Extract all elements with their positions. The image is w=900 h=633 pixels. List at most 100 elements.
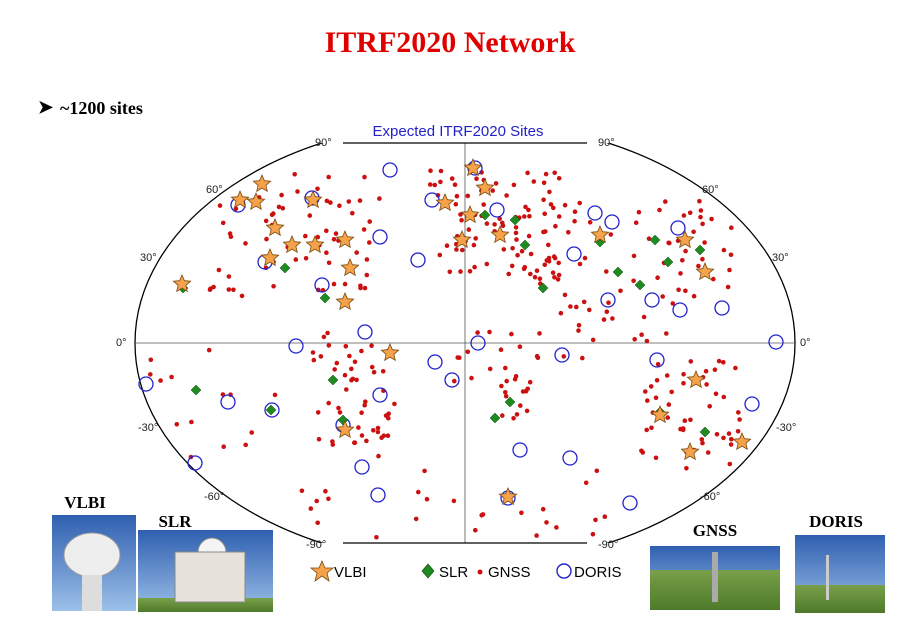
slr-site [279, 262, 291, 274]
gnss-site [375, 429, 381, 435]
latitude-label: -60° [700, 491, 720, 503]
gnss-site [707, 404, 712, 409]
gnss-site [678, 426, 683, 432]
latitude-label: 0° [116, 337, 127, 349]
slr-site [509, 214, 521, 226]
gnss-site [580, 355, 585, 361]
latitude-labels: 90° 60° 30° 0° -30° -60° -90° 90° 60° 30° 0° -30° -6… [116, 137, 811, 551]
gnss-site [664, 373, 670, 378]
gnss-site [518, 403, 523, 408]
gnss-site [272, 392, 278, 398]
gnss-site [364, 272, 370, 278]
gnss-site [221, 444, 226, 450]
doris-site [489, 202, 505, 218]
gnss-site [243, 442, 248, 448]
gnss-site [676, 287, 681, 293]
gnss-site [721, 435, 726, 441]
gnss-site [269, 212, 275, 217]
slr-site [489, 412, 501, 424]
gnss-site [350, 376, 356, 382]
gnss-site [497, 216, 503, 221]
gnss-site [315, 410, 321, 415]
gnss-site [657, 207, 662, 213]
gnss-site [358, 285, 363, 291]
vlbi-site [686, 369, 706, 389]
gnss-site [504, 378, 510, 384]
gnss-site [376, 453, 381, 459]
photo-caption: GNSS [693, 521, 737, 540]
legend-label: VLBI [334, 564, 367, 581]
gnss-site [636, 209, 642, 215]
gnss-site [510, 246, 515, 251]
gnss-site [513, 230, 519, 236]
gnss-site [721, 247, 727, 253]
gnss-site [295, 189, 300, 194]
gnss-site [352, 440, 357, 446]
gnss-site [174, 422, 180, 427]
gnss-site [371, 428, 376, 433]
gnss-site [318, 354, 324, 359]
gnss-site [324, 198, 330, 204]
gnss-site [691, 293, 697, 299]
gnss-site [314, 498, 320, 504]
gnss-site [687, 210, 693, 216]
gnss-site [324, 228, 329, 234]
gnss-site [682, 418, 688, 424]
gnss-site [639, 448, 644, 454]
photo-slr: SLR [138, 512, 273, 612]
doris-site [562, 450, 578, 466]
dome [197, 537, 227, 553]
gnss-site [148, 357, 154, 363]
gnss-site [590, 531, 596, 537]
gnss-site [587, 220, 593, 225]
gnss-site [574, 304, 579, 310]
slr-site [634, 279, 646, 291]
photo-caption: SLR [158, 512, 192, 531]
gnss-site [514, 412, 520, 417]
gnss-site [528, 271, 533, 277]
gnss-site [556, 260, 561, 266]
gnss-site [369, 364, 375, 370]
gnss-site [709, 216, 714, 222]
gnss-site [307, 213, 313, 218]
gnss-site [669, 389, 674, 395]
gnss-site [697, 198, 702, 204]
doris-site [670, 220, 686, 236]
gnss-site [342, 281, 348, 287]
gnss-site [216, 267, 222, 273]
gnss-site [537, 276, 543, 282]
gnss-site [428, 168, 433, 173]
gnss-site [644, 338, 650, 344]
bullet-text: ~1200 sites [60, 98, 143, 118]
gnss-site [534, 268, 540, 274]
vlbi-site [498, 486, 518, 506]
doris-site [566, 246, 582, 262]
gnss-site [432, 182, 438, 188]
gnss-site [465, 193, 471, 199]
gnss-site [688, 359, 694, 364]
gnss-site [551, 254, 557, 259]
gnss-site [369, 343, 374, 349]
gnss-site [601, 317, 607, 322]
gnss-site [509, 263, 515, 269]
gnss-site [716, 358, 722, 364]
gnss-site [264, 236, 269, 242]
gnss-site [447, 269, 453, 275]
gnss-site [542, 211, 547, 217]
gnss-site [310, 350, 316, 355]
gnss-site [226, 274, 232, 279]
doris-site [622, 495, 638, 511]
gnss-site [702, 240, 707, 245]
gnss-site [528, 251, 534, 257]
gnss-site [352, 359, 358, 365]
gnss-site [326, 260, 332, 266]
vlbi-site [650, 404, 670, 424]
vlbi-site [460, 204, 480, 224]
vlbi-site [335, 419, 355, 439]
gnss-site [472, 264, 477, 270]
gnss-site [655, 362, 661, 367]
gnss-site [454, 247, 459, 252]
gnss-site [554, 525, 559, 530]
gnss-site [331, 281, 337, 287]
gnss-site [541, 229, 546, 235]
